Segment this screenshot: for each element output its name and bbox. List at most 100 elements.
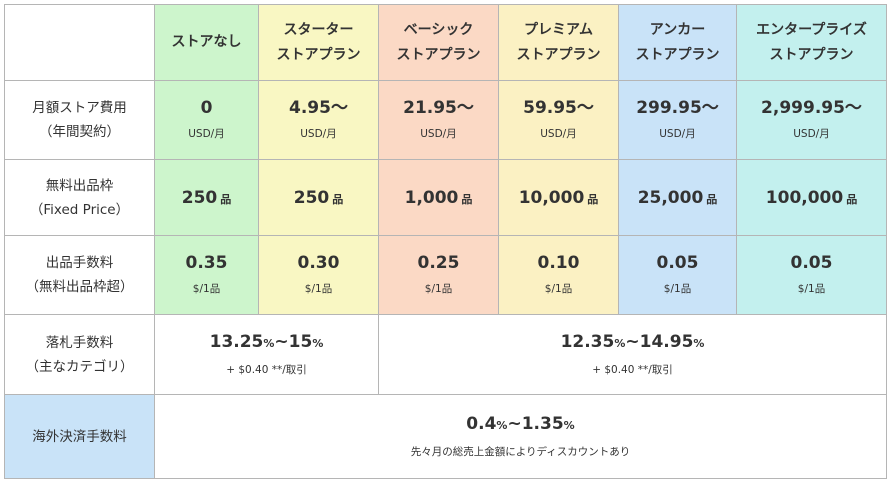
listing-count: 1,000 — [404, 187, 459, 208]
fee-unit: $/1品 — [192, 283, 221, 295]
plan-header-premium: プレミアム ストアプラン — [498, 4, 619, 81]
listing-count: 250 — [181, 187, 218, 208]
monthly-fee-cell: 4.95〜 USD/月 — [258, 80, 379, 160]
insertion-fee-cell: 0.30 $/1品 — [258, 235, 379, 315]
fee-range: 12.35%~14.95% — [379, 330, 886, 354]
fee-high: 15 — [288, 331, 313, 352]
free-listings-cell: 1,000 品 — [378, 159, 499, 236]
fee-value: 59.95〜 — [523, 98, 594, 118]
per-transaction-note: + $0.40 **/取引 — [226, 363, 307, 376]
fee-value: 0.10 — [537, 253, 580, 273]
fee-unit: USD/月 — [420, 128, 457, 140]
insertion-fee-cell: 0.05 $/1品 — [736, 235, 887, 315]
row-sublabel: （無料出品枠超） — [25, 279, 134, 295]
fee-value: 299.95〜 — [636, 98, 719, 118]
fee-value: 0.25 — [417, 253, 460, 273]
fee-range: 13.25%~15% — [155, 330, 378, 354]
row-header-insertion-fee: 出品手数料 （無料出品枠超） — [4, 235, 155, 315]
intl-fee-row: 海外決済手数料 0.4%~1.35% 先々月の総売上金額によりディスカウントあり — [4, 394, 887, 479]
listing-unit: 品 — [332, 192, 344, 206]
final-value-fee-row: 落札手数料 （主なカテゴリ） 13.25%~15% + $0.40 **/取引 … — [4, 314, 887, 395]
plan-name-suffix: ストアプラン — [396, 46, 481, 63]
fee-unit: $/1品 — [797, 283, 826, 295]
percent-sign: % — [563, 418, 575, 432]
range-separator: ~ — [274, 331, 289, 352]
insertion-fee-cell: 0.25 $/1品 — [378, 235, 499, 315]
listing-count: 250 — [293, 187, 330, 208]
fee-value: 0 — [200, 98, 213, 118]
percent-sign: % — [693, 336, 705, 350]
row-header-final-value-fee: 落札手数料 （主なカテゴリ） — [4, 314, 155, 395]
fee-low: 12.35 — [560, 331, 615, 352]
plan-header-basic: ベーシック ストアプラン — [378, 4, 499, 81]
free-listings-cell: 100,000 品 — [736, 159, 887, 236]
fee-unit: USD/月 — [540, 128, 577, 140]
monthly-fee-cell: 0 USD/月 — [154, 80, 259, 160]
final-value-fee-cell-high-tier: 12.35%~14.95% + $0.40 **/取引 — [378, 314, 887, 395]
listing-unit: 品 — [220, 192, 232, 206]
fee-range: 0.4%~1.35% — [155, 412, 886, 436]
monthly-fee-cell: 21.95〜 USD/月 — [378, 80, 499, 160]
monthly-fee-cell: 299.95〜 USD/月 — [618, 80, 737, 160]
listing-count: 10,000 — [518, 187, 585, 208]
intl-fee-cell: 0.4%~1.35% 先々月の総売上金額によりディスカウントあり — [154, 394, 887, 479]
fee-unit: $/1品 — [544, 283, 573, 295]
free-listings-cell: 250 品 — [258, 159, 379, 236]
fee-high: 14.95 — [639, 331, 694, 352]
row-label: 出品手数料 — [45, 255, 114, 271]
fee-unit: $/1品 — [304, 283, 333, 295]
store-plan-comparison-table: ストアなし スターター ストアプラン ベーシック ストアプラン プレミアム スト… — [4, 4, 887, 479]
plan-header-row: ストアなし スターター ストアプラン ベーシック ストアプラン プレミアム スト… — [4, 4, 887, 81]
plan-name: エンタープライズ — [756, 21, 867, 38]
fee-value: 21.95〜 — [403, 98, 474, 118]
fee-low: 13.25 — [209, 331, 264, 352]
plan-name-suffix: ストアプラン — [516, 46, 601, 63]
row-label: 無料出品枠 — [45, 177, 114, 194]
row-header-monthly-fee: 月額ストア費用 （年間契約） — [4, 80, 155, 160]
fee-unit: USD/月 — [793, 128, 830, 140]
discount-note: 先々月の総売上金額によりディスカウントあり — [410, 445, 631, 458]
row-sublabel: （Fixed Price） — [29, 201, 130, 218]
listing-unit: 品 — [706, 192, 718, 206]
fee-value: 0.30 — [297, 253, 340, 273]
fee-value: 4.95〜 — [289, 98, 348, 118]
insertion-fee-cell: 0.10 $/1品 — [498, 235, 619, 315]
listing-unit: 品 — [587, 192, 599, 206]
plan-name-suffix: ストアプラン — [276, 46, 361, 63]
fee-value: 0.35 — [185, 253, 228, 273]
row-header-intl-fee: 海外決済手数料 — [4, 394, 155, 479]
plan-name: アンカー — [649, 21, 706, 38]
row-sublabel: （主なカテゴリ） — [25, 358, 134, 375]
plan-header-none: ストアなし — [154, 4, 259, 81]
plan-header-enterprise: エンタープライズ ストアプラン — [736, 4, 887, 81]
free-listings-cell: 10,000 品 — [498, 159, 619, 236]
insertion-fee-cell: 0.05 $/1品 — [618, 235, 737, 315]
fee-low: 0.4 — [466, 413, 497, 434]
plan-name: スターター — [283, 21, 354, 38]
percent-sign: % — [496, 418, 508, 432]
plan-name: ベーシック — [403, 21, 474, 38]
row-label: 落札手数料 — [45, 334, 114, 351]
monthly-fee-cell: 2,999.95〜 USD/月 — [736, 80, 887, 160]
plan-header-starter: スターター ストアプラン — [258, 4, 379, 81]
per-transaction-note: + $0.40 **/取引 — [592, 363, 673, 376]
row-header-free-listings: 無料出品枠 （Fixed Price） — [4, 159, 155, 236]
fee-unit: $/1品 — [424, 283, 453, 295]
plan-name-suffix: ストアプラン — [635, 46, 720, 63]
listing-unit: 品 — [461, 192, 473, 206]
monthly-fee-row: 月額ストア費用 （年間契約） 0 USD/月 4.95〜 USD/月 21.95… — [4, 80, 887, 160]
fee-high: 1.35 — [521, 413, 564, 434]
free-listings-cell: 250 品 — [154, 159, 259, 236]
range-separator: ~ — [625, 331, 640, 352]
fee-value: 0.05 — [656, 253, 699, 273]
range-separator: ~ — [507, 413, 522, 434]
row-sublabel: （年間契約） — [39, 124, 120, 140]
fee-unit: USD/月 — [300, 128, 337, 140]
insertion-fee-cell: 0.35 $/1品 — [154, 235, 259, 315]
final-value-fee-cell-low-tier: 13.25%~15% + $0.40 **/取引 — [154, 314, 379, 395]
fee-value: 0.05 — [790, 253, 833, 273]
free-listings-row: 無料出品枠 （Fixed Price） 250 品 250 品 1,000 品 10,… — [4, 159, 887, 236]
plan-header-anchor: アンカー ストアプラン — [618, 4, 737, 81]
monthly-fee-cell: 59.95〜 USD/月 — [498, 80, 619, 160]
row-label: 月額ストア費用 — [32, 100, 127, 116]
